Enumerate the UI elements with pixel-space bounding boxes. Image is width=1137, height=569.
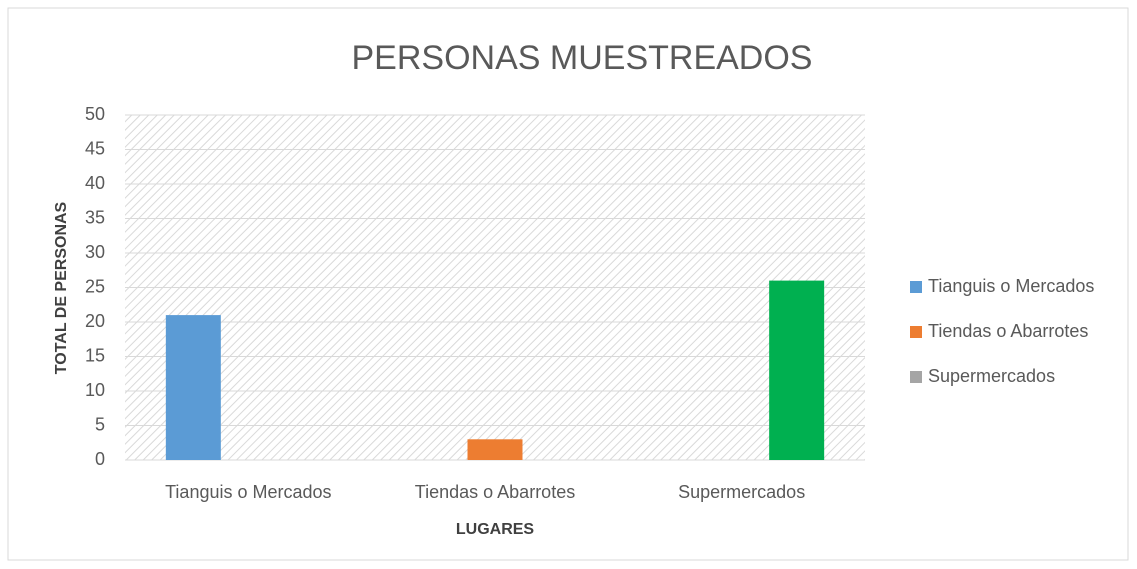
x-tick-label: Supermercados [678,482,805,502]
legend-swatch [910,371,922,383]
legend-label: Tianguis o Mercados [928,276,1094,296]
bar [467,439,523,460]
y-tick-label: 0 [95,449,105,469]
y-tick-label: 35 [85,207,105,227]
legend-swatch [910,326,922,338]
y-tick-label: 10 [85,380,105,400]
chart-title: PERSONAS MUESTREADOS [352,39,813,77]
legend-swatch [910,281,922,293]
y-tick-label: 50 [85,104,105,124]
bar [769,280,825,460]
y-axis-title: TOTAL DE PERSONAS [53,201,70,374]
bar [165,315,221,460]
y-tick-label: 45 [85,138,105,158]
y-tick-label: 30 [85,242,105,262]
y-tick-label: 15 [85,345,105,365]
x-tick-label: Tianguis o Mercados [165,482,331,502]
legend-label: Tiendas o Abarrotes [928,321,1088,341]
x-tick-label: Tiendas o Abarrotes [415,482,575,502]
y-tick-label: 25 [85,276,105,296]
legend-label: Supermercados [928,366,1055,386]
y-tick-label: 5 [95,414,105,434]
x-axis-title: LUGARES [456,521,535,538]
y-tick-label: 40 [85,173,105,193]
y-tick-label: 20 [85,311,105,331]
